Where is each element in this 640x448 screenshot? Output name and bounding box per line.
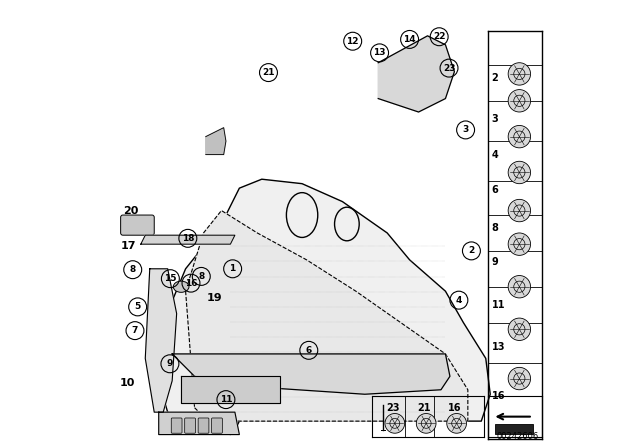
Text: 22: 22 <box>433 32 445 41</box>
FancyBboxPatch shape <box>185 418 195 433</box>
Text: 6: 6 <box>492 185 499 195</box>
Text: 21: 21 <box>417 403 431 413</box>
Text: 13: 13 <box>373 48 386 57</box>
Circle shape <box>508 161 531 184</box>
FancyBboxPatch shape <box>198 418 209 433</box>
Polygon shape <box>181 376 280 403</box>
Text: 18: 18 <box>182 234 194 243</box>
Text: 21: 21 <box>262 68 275 77</box>
Text: 20: 20 <box>123 206 138 215</box>
Circle shape <box>508 125 531 148</box>
Circle shape <box>508 233 531 255</box>
Text: 8: 8 <box>492 224 499 233</box>
Text: 2: 2 <box>468 246 474 255</box>
Text: 5: 5 <box>134 302 141 311</box>
Circle shape <box>508 90 531 112</box>
Text: 11: 11 <box>220 395 232 404</box>
Text: 1: 1 <box>230 264 236 273</box>
Text: 23: 23 <box>443 64 455 73</box>
FancyBboxPatch shape <box>212 418 222 433</box>
Text: 12: 12 <box>346 37 359 46</box>
Polygon shape <box>154 179 490 435</box>
FancyBboxPatch shape <box>172 418 182 433</box>
Text: 11: 11 <box>492 300 505 310</box>
Ellipse shape <box>173 281 189 293</box>
Text: 10: 10 <box>120 379 136 388</box>
Text: 4: 4 <box>456 296 462 305</box>
Circle shape <box>508 199 531 222</box>
FancyBboxPatch shape <box>121 215 154 235</box>
Text: 14: 14 <box>403 35 416 44</box>
Polygon shape <box>206 128 226 155</box>
Text: 16: 16 <box>185 279 197 288</box>
Polygon shape <box>141 235 235 244</box>
Circle shape <box>417 414 436 433</box>
Circle shape <box>385 414 404 433</box>
Text: 8: 8 <box>130 265 136 274</box>
Text: 9: 9 <box>167 359 173 368</box>
Polygon shape <box>186 211 468 421</box>
FancyBboxPatch shape <box>495 424 533 434</box>
Text: 8: 8 <box>198 272 204 281</box>
Circle shape <box>508 63 531 85</box>
Circle shape <box>508 367 531 390</box>
Text: 16: 16 <box>492 392 505 401</box>
Polygon shape <box>172 354 450 394</box>
Text: 4: 4 <box>492 150 499 159</box>
Text: 00242606: 00242606 <box>497 432 540 441</box>
Polygon shape <box>159 412 239 435</box>
Text: 9: 9 <box>492 257 499 267</box>
Text: 2: 2 <box>492 73 499 83</box>
Text: 13: 13 <box>492 342 505 352</box>
Circle shape <box>508 318 531 340</box>
Text: 15: 15 <box>164 274 177 283</box>
Text: 17: 17 <box>121 241 136 250</box>
Text: 16: 16 <box>448 403 461 413</box>
Text: 19: 19 <box>207 293 223 303</box>
Circle shape <box>447 414 467 433</box>
Polygon shape <box>378 36 454 112</box>
Text: 6: 6 <box>306 346 312 355</box>
Polygon shape <box>145 269 177 412</box>
Text: 7: 7 <box>132 326 138 335</box>
Circle shape <box>508 276 531 298</box>
Text: 3: 3 <box>492 114 499 124</box>
Text: 3: 3 <box>463 125 468 134</box>
Text: 23: 23 <box>386 403 399 413</box>
